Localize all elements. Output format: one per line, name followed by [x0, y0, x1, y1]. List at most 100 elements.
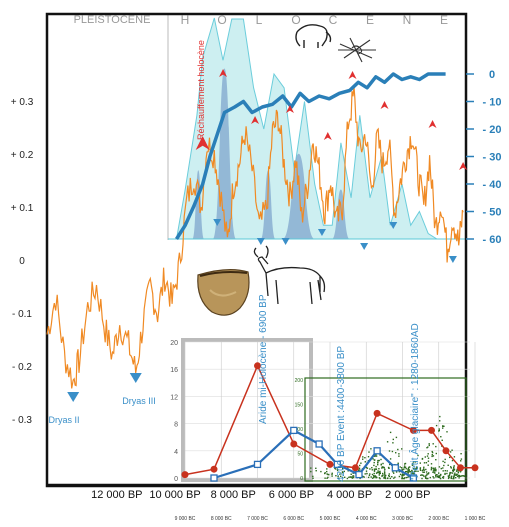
density-point	[315, 470, 317, 472]
density-point	[384, 472, 386, 474]
density-point	[387, 477, 389, 479]
density-point	[382, 472, 384, 475]
density-point	[401, 476, 403, 479]
density-point	[427, 460, 430, 462]
density-point	[432, 467, 434, 469]
density-point	[431, 454, 433, 456]
density-point	[379, 472, 381, 474]
density-point	[446, 472, 448, 475]
density-point	[389, 463, 391, 466]
density-point	[377, 470, 379, 472]
cold-event-arrow-icon	[213, 219, 222, 226]
density-point	[411, 464, 414, 466]
density-point	[421, 477, 423, 480]
density-point	[407, 471, 409, 473]
density-point	[380, 463, 382, 465]
density-point	[370, 448, 372, 450]
density-point	[444, 458, 446, 461]
density-point	[451, 449, 453, 451]
density-point	[459, 475, 461, 478]
density-point	[421, 458, 424, 460]
bc-tick-label: 5 000 BC	[320, 516, 341, 522]
density-point	[343, 470, 345, 473]
density-point	[331, 475, 333, 477]
density-point	[414, 461, 417, 463]
density-point	[392, 471, 394, 473]
density-point	[378, 474, 380, 476]
density-point	[444, 472, 446, 475]
density-point	[458, 475, 460, 478]
density-point	[416, 468, 418, 470]
density-point	[397, 462, 399, 464]
density-point	[429, 476, 431, 479]
density-point	[362, 475, 364, 478]
density-point	[381, 467, 383, 469]
density-point	[337, 475, 339, 478]
density-point	[359, 464, 361, 467]
density-point	[352, 472, 354, 474]
x-axis-label: 8 000 BP	[211, 489, 256, 501]
density-point	[366, 467, 369, 469]
density-point	[453, 473, 456, 476]
density-point	[428, 443, 430, 445]
density-point	[407, 468, 409, 470]
density-point	[398, 471, 401, 473]
density-point	[394, 476, 396, 478]
density-point	[435, 459, 437, 461]
density-tick-label: 100	[295, 427, 304, 433]
density-point	[433, 467, 435, 470]
marker-layer	[67, 69, 468, 402]
density-point	[430, 466, 433, 469]
density-point	[436, 475, 439, 478]
density-point	[378, 468, 380, 470]
density-point	[378, 471, 381, 473]
density-point	[410, 472, 412, 474]
density-point	[367, 456, 370, 458]
density-point	[392, 442, 394, 444]
bc-tick-label: 6 000 BC	[283, 516, 304, 522]
density-point	[358, 470, 360, 472]
density-point	[422, 474, 424, 476]
density-point	[399, 466, 401, 468]
density-point	[341, 476, 344, 479]
holocene-letter: L	[256, 13, 263, 27]
x-axis-label: 4 000 BP	[327, 489, 372, 501]
density-point	[405, 468, 407, 470]
density-point	[452, 468, 455, 470]
density-point	[331, 473, 333, 476]
density-point	[451, 459, 454, 462]
bc-tick-label: 2 000 BC	[428, 516, 449, 522]
density-point	[312, 475, 314, 478]
density-point	[442, 467, 444, 469]
density-point	[428, 472, 430, 474]
density-point	[453, 456, 456, 458]
density-point	[453, 468, 456, 471]
density-point	[373, 468, 376, 470]
density-point	[383, 477, 385, 479]
density-point	[381, 475, 383, 477]
aridity-blue-point	[391, 464, 399, 472]
density-point	[427, 457, 430, 459]
temp-tick-label: - 0.3	[12, 415, 32, 426]
aridity-tick-label: 4	[174, 449, 178, 456]
density-point	[342, 467, 344, 470]
density-point	[404, 463, 406, 465]
cold-event-arrow-icon	[317, 229, 326, 236]
density-point	[359, 469, 361, 471]
density-point	[446, 470, 448, 472]
density-point	[435, 468, 437, 471]
density-point	[402, 473, 404, 476]
holocene-letter: E	[440, 13, 448, 27]
density-point	[412, 461, 415, 463]
co2-tick-label: 0	[489, 69, 495, 81]
density-point	[425, 462, 428, 464]
density-point	[453, 475, 455, 477]
density-point	[427, 473, 430, 475]
density-point	[334, 467, 336, 469]
density-point	[388, 450, 391, 452]
density-point	[442, 460, 444, 463]
density-point	[405, 470, 408, 473]
density-point	[391, 450, 394, 453]
density-point	[369, 473, 371, 475]
density-point	[408, 469, 410, 471]
